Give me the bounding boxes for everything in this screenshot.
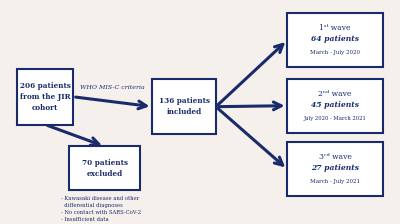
Text: - Kawasaki disease and other
  differential diagnoses
- No contact with SARS-CoV: - Kawasaki disease and other differentia…	[61, 196, 141, 222]
Text: 3ʳᵈ wave: 3ʳᵈ wave	[319, 153, 352, 161]
Text: March - July 2021: March - July 2021	[310, 179, 360, 184]
Text: WHO MIS-C criteria: WHO MIS-C criteria	[80, 85, 145, 90]
FancyBboxPatch shape	[287, 13, 383, 67]
FancyBboxPatch shape	[287, 142, 383, 196]
Text: 206 patients
from the JIR
cohort: 206 patients from the JIR cohort	[20, 82, 70, 112]
Text: 2ⁿᵈ wave: 2ⁿᵈ wave	[318, 90, 352, 98]
FancyBboxPatch shape	[287, 79, 383, 133]
Text: 64 patients: 64 patients	[311, 35, 359, 43]
Text: March - July 2020: March - July 2020	[310, 50, 360, 55]
FancyBboxPatch shape	[152, 79, 216, 134]
Text: 1ˢᵗ wave: 1ˢᵗ wave	[319, 24, 351, 32]
Text: July 2020 - March 2021: July 2020 - March 2021	[304, 116, 366, 121]
Text: 45 patients: 45 patients	[311, 101, 359, 109]
Text: 70 patients
excluded: 70 patients excluded	[82, 159, 128, 178]
Text: 136 patients
included: 136 patients included	[159, 97, 210, 116]
Text: 27 patients: 27 patients	[311, 164, 359, 172]
FancyBboxPatch shape	[69, 146, 140, 190]
FancyBboxPatch shape	[17, 69, 73, 125]
